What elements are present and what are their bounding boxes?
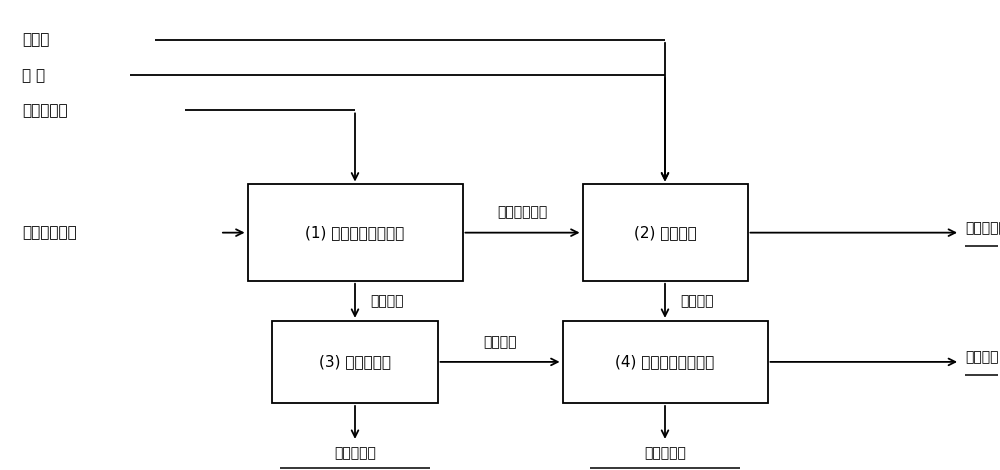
Text: 空 气: 空 气	[22, 68, 45, 83]
Text: 含氯硫酸溶液: 含氯硫酸溶液	[22, 225, 77, 240]
Text: 漂白液产品: 漂白液产品	[644, 446, 686, 461]
Bar	[582, 184, 748, 281]
Text: (4) 氢氧化钠溶液吸收: (4) 氢氧化钠溶液吸收	[615, 354, 715, 369]
Text: 尾气排空: 尾气排空	[965, 350, 998, 364]
Text: 脱氯硫酸溶液: 脱氯硫酸溶液	[497, 205, 548, 219]
Text: 含氯气体: 含氯气体	[483, 335, 517, 349]
Text: 微氯气体: 微氯气体	[680, 294, 714, 308]
Text: 添加剂: 添加剂	[22, 32, 49, 47]
Bar	[272, 321, 438, 403]
Text: 漂白粉产品: 漂白粉产品	[334, 446, 376, 461]
Text: 富氯气体: 富氯气体	[370, 294, 404, 308]
Bar	[562, 321, 768, 403]
Text: 合格硫酸溶液: 合格硫酸溶液	[965, 221, 1000, 235]
Text: (2) 深度脱氯: (2) 深度脱氯	[634, 225, 696, 240]
Text: (3) 石灰乳吸收: (3) 石灰乳吸收	[319, 354, 391, 369]
Text: (1) 光催化流化床脱氯: (1) 光催化流化床脱氯	[305, 225, 405, 240]
Text: 紫外灯光源: 紫外灯光源	[22, 103, 68, 118]
Bar	[248, 184, 462, 281]
